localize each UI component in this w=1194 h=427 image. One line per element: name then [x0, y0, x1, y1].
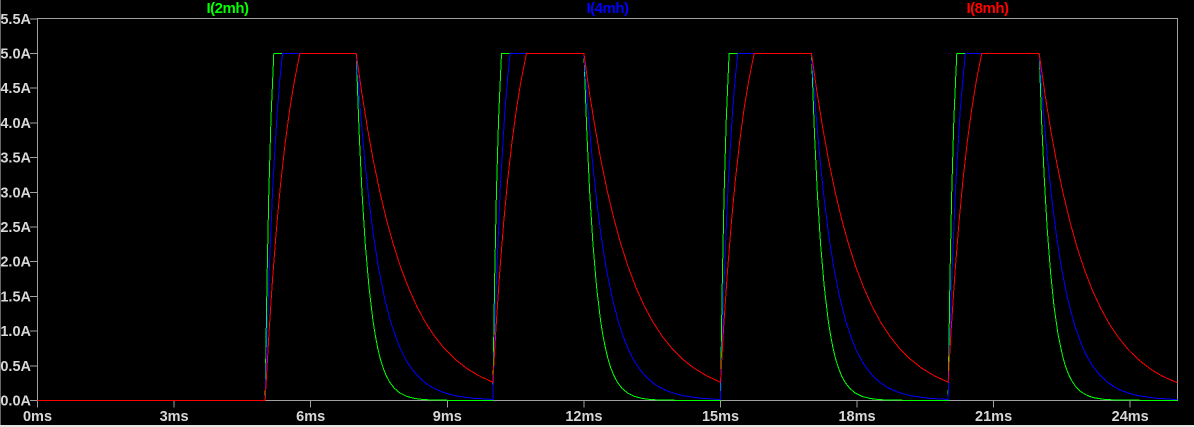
- svg-text:1.5A: 1.5A: [0, 289, 31, 305]
- svg-text:3.5A: 3.5A: [0, 151, 31, 167]
- svg-text:21ms: 21ms: [975, 409, 1012, 425]
- svg-text:24ms: 24ms: [1112, 409, 1149, 425]
- svg-text:5.0A: 5.0A: [0, 47, 31, 63]
- svg-text:15ms: 15ms: [702, 409, 739, 425]
- svg-text:2.0A: 2.0A: [0, 255, 31, 271]
- svg-text:I(4mh): I(4mh): [587, 0, 630, 17]
- svg-text:0.5A: 0.5A: [0, 359, 31, 375]
- svg-text:I(2mh): I(2mh): [207, 0, 250, 17]
- svg-text:9ms: 9ms: [433, 409, 462, 425]
- svg-text:18ms: 18ms: [838, 409, 875, 425]
- svg-text:3ms: 3ms: [160, 409, 189, 425]
- svg-text:0.0A: 0.0A: [0, 394, 31, 410]
- svg-text:0ms: 0ms: [23, 409, 52, 425]
- svg-text:4.5A: 4.5A: [0, 81, 31, 97]
- svg-text:5.5A: 5.5A: [0, 12, 31, 28]
- svg-text:2.5A: 2.5A: [0, 220, 31, 236]
- svg-text:I(8mh): I(8mh): [967, 0, 1010, 17]
- svg-text:4.0A: 4.0A: [0, 116, 31, 132]
- svg-text:12ms: 12ms: [565, 409, 602, 425]
- svg-text:1.0A: 1.0A: [0, 324, 31, 340]
- svg-text:3.0A: 3.0A: [0, 185, 31, 201]
- svg-text:6ms: 6ms: [296, 409, 325, 425]
